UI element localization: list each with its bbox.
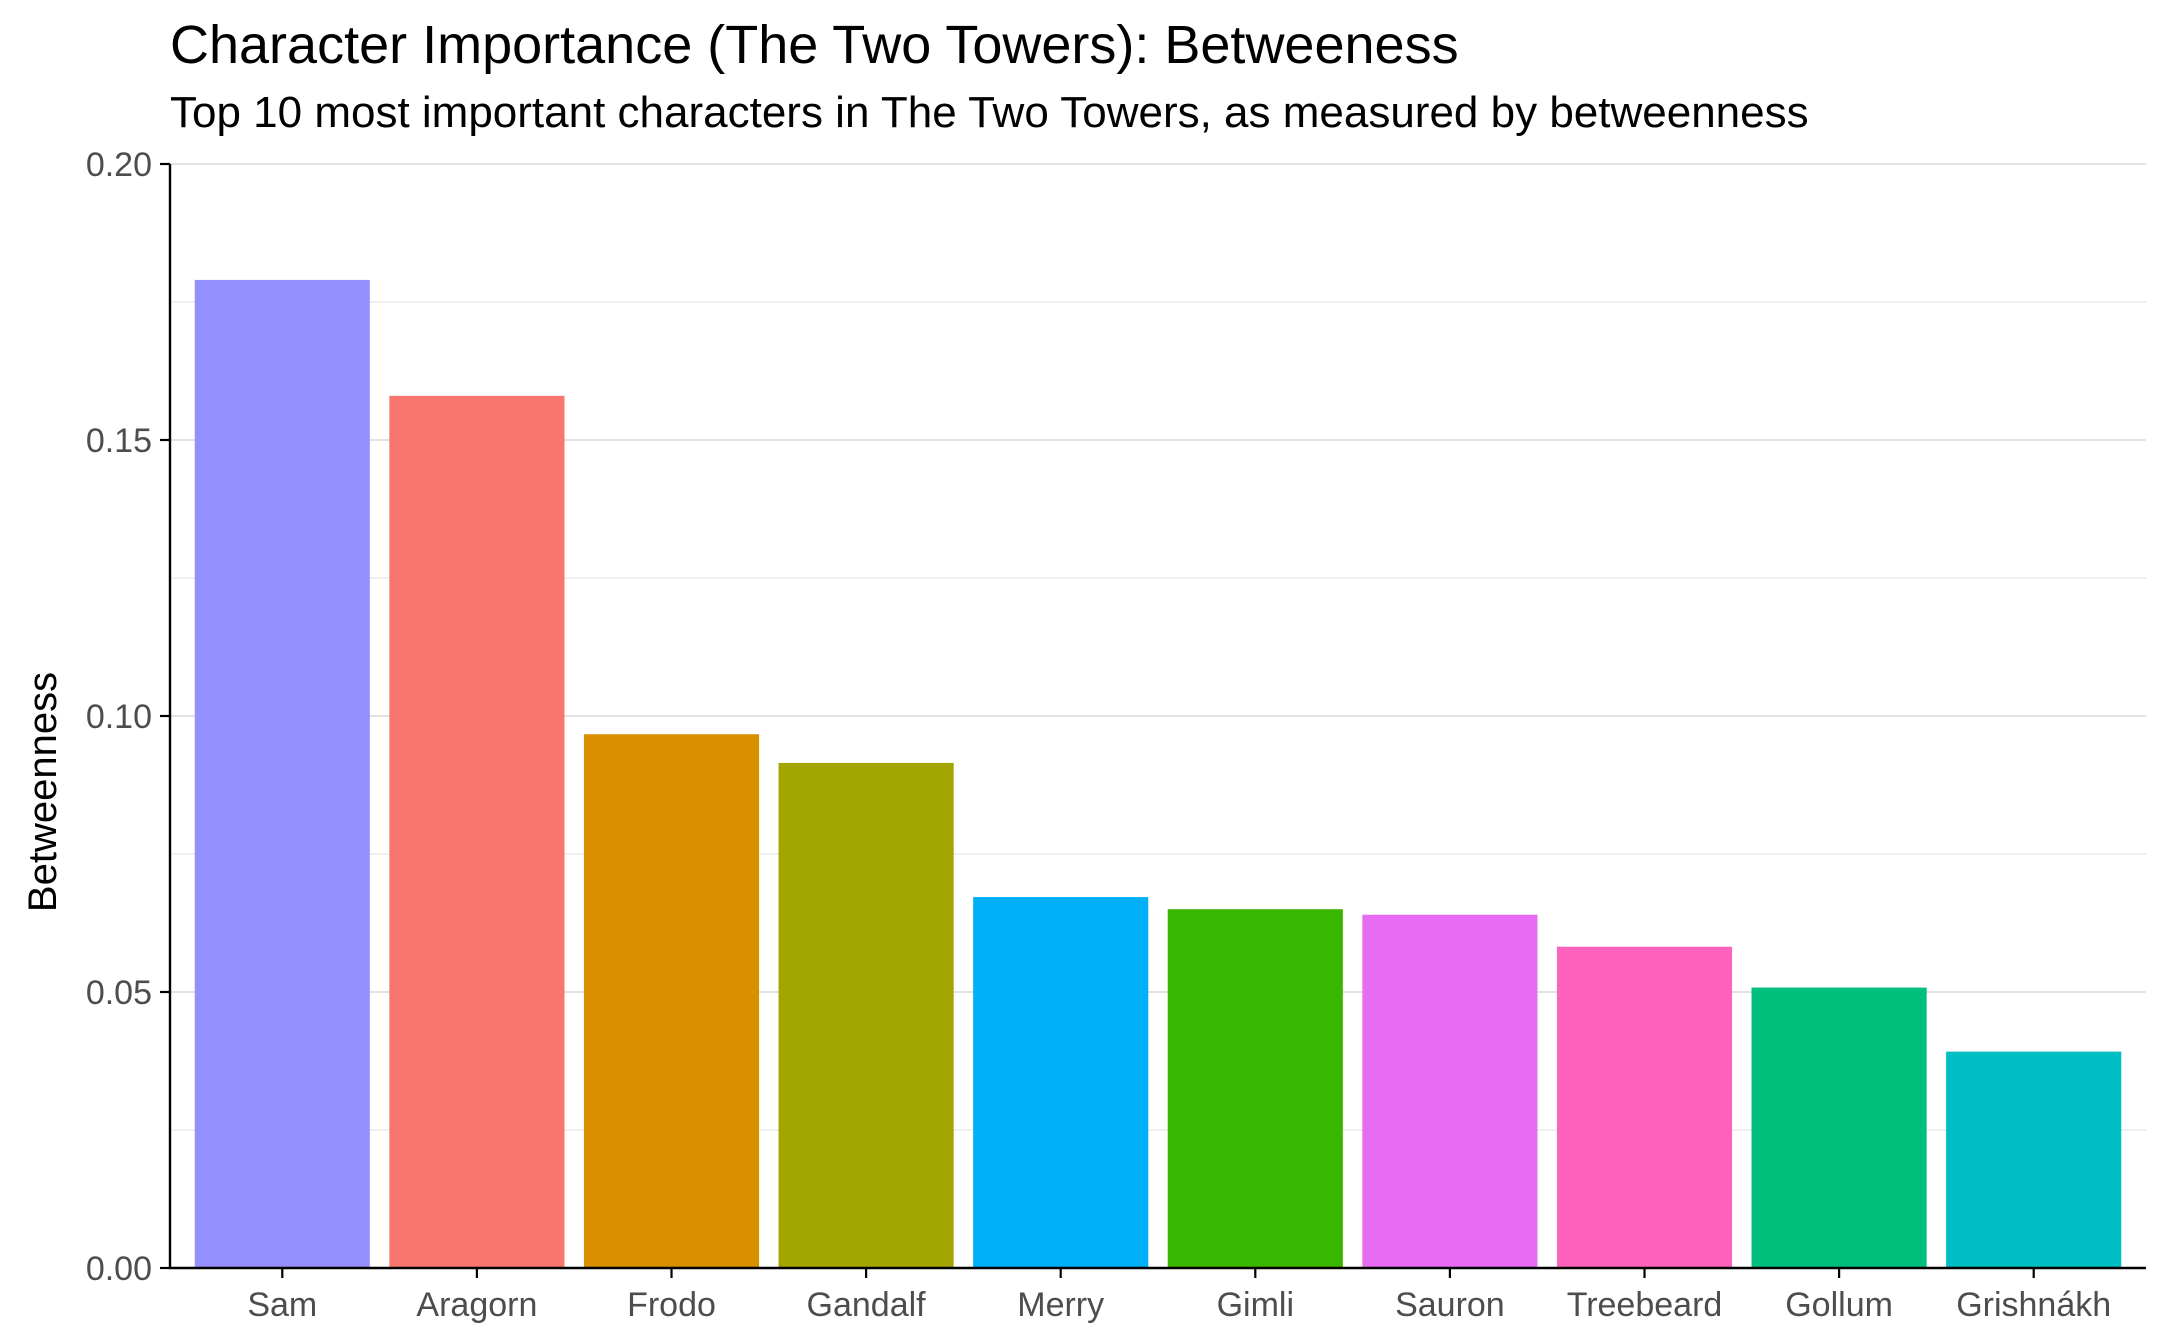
bar-gollum [1751, 987, 1927, 1268]
chart-title: Character Importance (The Two Towers): B… [170, 15, 1459, 75]
y-tick-label: 0.20 [86, 146, 152, 184]
x-tick-label: Merry [1017, 1286, 1104, 1324]
y-tick-label: 0.15 [86, 422, 152, 460]
bar-aragorn [389, 395, 565, 1269]
bar-sauron [1362, 914, 1538, 1268]
bar-gimli [1167, 909, 1343, 1268]
bars [194, 279, 2122, 1269]
x-tick-label: Gandalf [807, 1286, 927, 1324]
x-tick-labels: Sam Aragorn Frodo Gandalf Merry Gimli Sauron Tr… [247, 1286, 2111, 1324]
x-tick-label: Sauron [1395, 1286, 1505, 1324]
x-tick-label: Frodo [627, 1286, 716, 1324]
bar-gandalf [778, 762, 954, 1268]
x-tick-label: Sam [247, 1286, 317, 1324]
x-tick-label: Gollum [1785, 1286, 1893, 1324]
bar-merry [973, 897, 1149, 1268]
y-axis-label: Betweenness [21, 672, 65, 912]
x-tick-label: Gimli [1217, 1286, 1294, 1324]
bar-frodo [583, 734, 760, 1268]
axes [160, 162, 2146, 1278]
y-tick-label: 0.00 [86, 1250, 152, 1288]
y-tick-label: 0.05 [86, 974, 152, 1012]
bar-treebeard [1556, 946, 1733, 1268]
chart-subtitle: Top 10 most important characters in The … [170, 88, 1809, 137]
x-tick-label: Grishnákh [1956, 1286, 2111, 1324]
x-tick-label: Treebeard [1567, 1286, 1723, 1324]
y-tick-labels: 0.00 0.05 0.10 0.15 0.20 [86, 146, 152, 1288]
bar-sam [194, 279, 370, 1268]
x-tick-label: Aragorn [416, 1286, 537, 1324]
y-tick-label: 0.10 [86, 698, 152, 736]
bar-grishnákh [1946, 1051, 2122, 1268]
